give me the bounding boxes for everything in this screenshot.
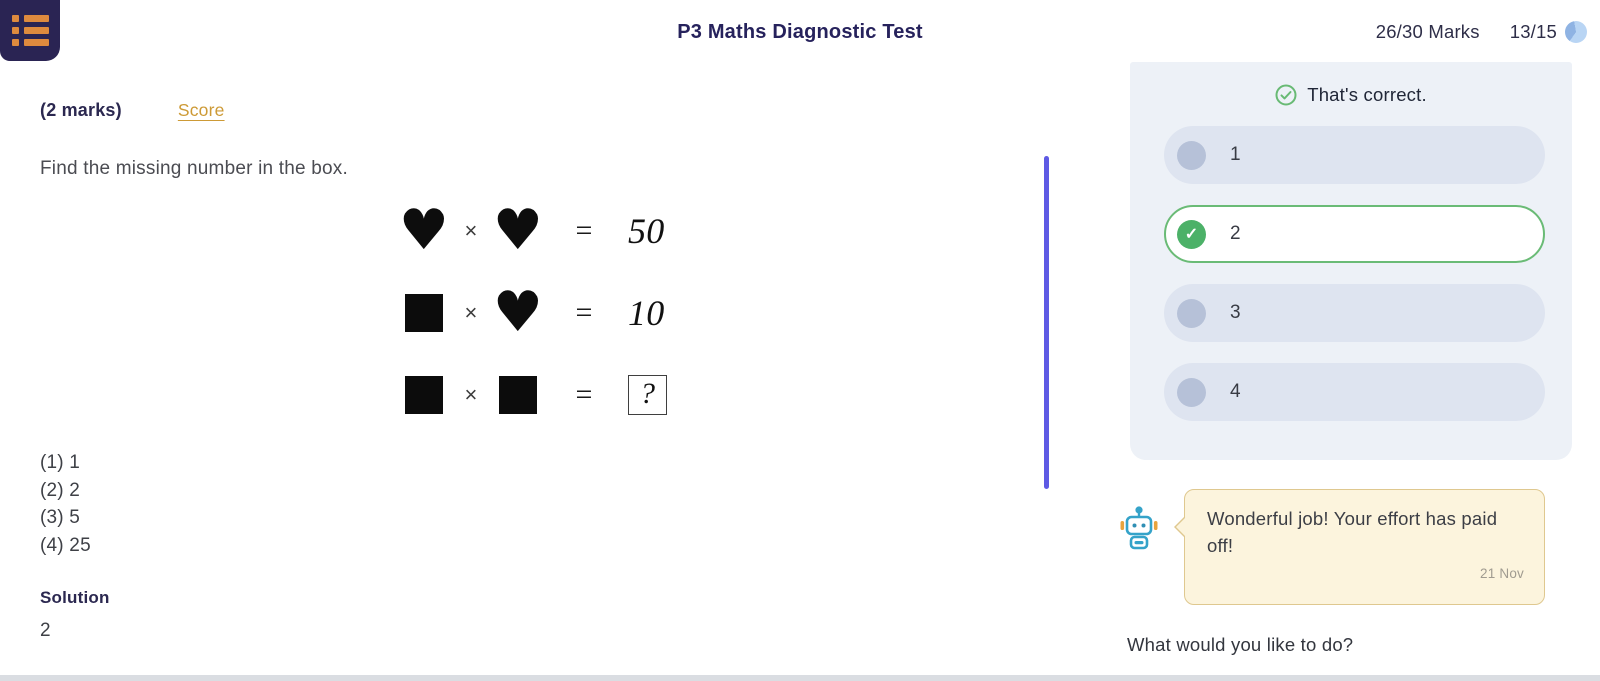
bottom-edge-strip [0,675,1600,681]
question-meta: (2 marks) Score [40,100,225,121]
tutor-message-date: 21 Nov [1480,565,1524,581]
radio-icon [1177,377,1206,407]
equation-figure: ♥ × ♥ = 50 × ♥ = 10 × = ? [398,203,698,423]
section-score: 13/15 [1509,21,1557,42]
choice-1: (1) 1 [40,452,81,473]
next-action-prompt: What would you like to do? [1127,634,1354,655]
check-circle-outline-icon [1275,84,1297,106]
page-title: P3 Maths Diagnostic Test [677,21,923,43]
robot-icon [1119,502,1159,563]
equals-sign: = [575,214,593,247]
total-marks: 26/30 Marks [1375,21,1480,42]
square-symbol [405,376,443,414]
tutor-message-text: Wonderful job! Your effort has paid off! [1207,508,1498,556]
feedback-text: That's correct. [1307,84,1427,105]
option-label: 1 [1230,144,1241,165]
score-link[interactable]: Score [177,100,225,120]
solution-label: Solution [40,588,110,607]
choice-2: (2) 2 [40,479,81,501]
option-label: 4 [1230,381,1241,402]
option-label: 2 [1230,223,1241,244]
heart-symbol: ♥ [398,198,450,263]
feedback-row: That's correct. [1130,84,1572,106]
option-2-selected-correct[interactable]: ✓ 2 [1164,205,1545,263]
header-marks: 26/30 Marks 13/15 [1376,21,1587,43]
choice-3: (3) 5 [40,507,81,528]
option-3[interactable]: 3 [1164,284,1545,342]
equation-result: 10 [628,293,665,333]
radio-icon [1177,140,1206,170]
equation-row-3: × = ? [398,367,698,423]
square-symbol [499,376,537,414]
option-4[interactable]: 4 [1164,363,1545,421]
equation-row-2: × ♥ = 10 [398,285,698,341]
missing-number-box: ? [628,375,668,415]
choices-list: (1) 1 (2) 2 (3) 5 (4) 25 [40,449,91,559]
multiply-sign: × [464,300,478,325]
equation-row-1: ♥ × ♥ = 50 [398,203,698,259]
solution-value: 2 [40,620,51,641]
check-circle-filled-icon: ✓ [1177,219,1206,249]
progress-pie-icon [1565,21,1587,43]
multiply-sign: × [464,382,478,407]
radio-icon [1177,298,1206,328]
tutor-message-bubble: Wonderful job! Your effort has paid off!… [1174,489,1545,605]
equals-sign: = [575,296,593,329]
options-list: 1 ✓ 2 3 4 [1130,126,1572,421]
choice-4: (4) 25 [40,534,91,556]
question-prompt: Find the missing number in the box. [40,158,348,179]
list-menu-icon [11,15,49,46]
vertical-divider [1044,156,1049,489]
question-marks: (2 marks) [40,100,122,120]
option-label: 3 [1230,302,1241,323]
answer-panel: That's correct. 1 ✓ 2 3 4 [1130,62,1572,460]
equation-result: 50 [628,211,665,251]
option-1[interactable]: 1 [1164,126,1545,184]
menu-button[interactable] [0,0,60,61]
equals-sign: = [575,378,593,411]
heart-symbol: ♥ [492,280,544,345]
multiply-sign: × [464,218,478,243]
square-symbol [405,294,443,332]
heart-symbol: ♥ [492,198,544,263]
